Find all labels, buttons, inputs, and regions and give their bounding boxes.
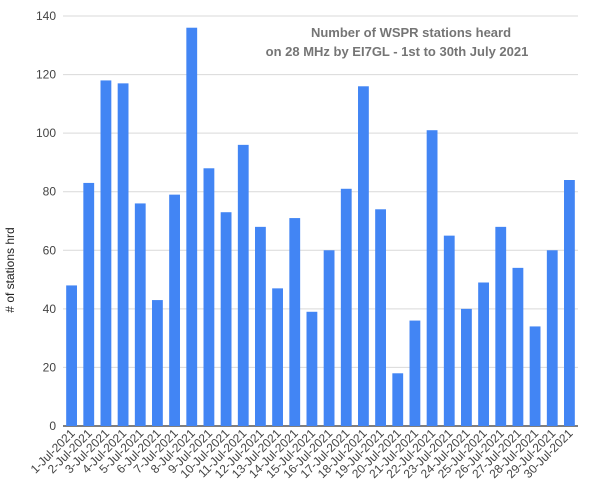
bar	[306, 311, 318, 426]
bar	[375, 209, 386, 426]
y-tick-label: 120	[36, 68, 56, 82]
bar	[169, 194, 180, 426]
x-tick-labels: 1-Jul-20212-Jul-20213-Jul-20214-Jul-2021…	[28, 426, 576, 481]
bar	[134, 203, 146, 426]
y-tick-label: 140	[36, 9, 56, 23]
bar	[83, 182, 95, 426]
bar	[272, 288, 283, 426]
bar	[546, 250, 558, 426]
bars	[66, 27, 575, 427]
bar	[426, 130, 438, 426]
bar	[478, 282, 489, 426]
y-axis-label: # of stations hrd	[3, 227, 17, 312]
y-tick-labels: 0 20 40 60 80 100 120 140	[36, 9, 56, 433]
bar	[100, 80, 112, 426]
bar	[512, 267, 524, 426]
y-tick-label: 0	[49, 419, 56, 433]
bar	[564, 180, 575, 426]
y-tick-label: 60	[43, 243, 57, 257]
bar	[495, 226, 507, 426]
bar	[152, 300, 163, 426]
bar	[289, 218, 301, 426]
y-tick-label: 100	[36, 126, 56, 140]
bar	[340, 188, 352, 426]
bar	[203, 168, 215, 427]
y-tick-label: 80	[43, 185, 57, 199]
bar	[66, 285, 77, 426]
bar	[220, 212, 232, 426]
bar	[358, 86, 369, 427]
bar	[186, 27, 198, 426]
bar	[392, 373, 404, 426]
bar	[237, 144, 249, 426]
y-tick-label: 20	[43, 360, 57, 374]
bar	[461, 308, 472, 426]
y-tick-label: 40	[43, 302, 57, 316]
chart-title-line-1: Number of WSPR stations heard	[311, 25, 511, 40]
bar	[443, 235, 455, 426]
bar	[409, 320, 421, 426]
bar	[117, 83, 129, 426]
chart-title-line-2: on 28 MHz by EI7GL - 1st to 30th July 20…	[266, 44, 529, 59]
bar	[529, 326, 541, 426]
bar	[323, 250, 335, 426]
bar	[255, 226, 266, 426]
gridlines	[63, 15, 578, 427]
